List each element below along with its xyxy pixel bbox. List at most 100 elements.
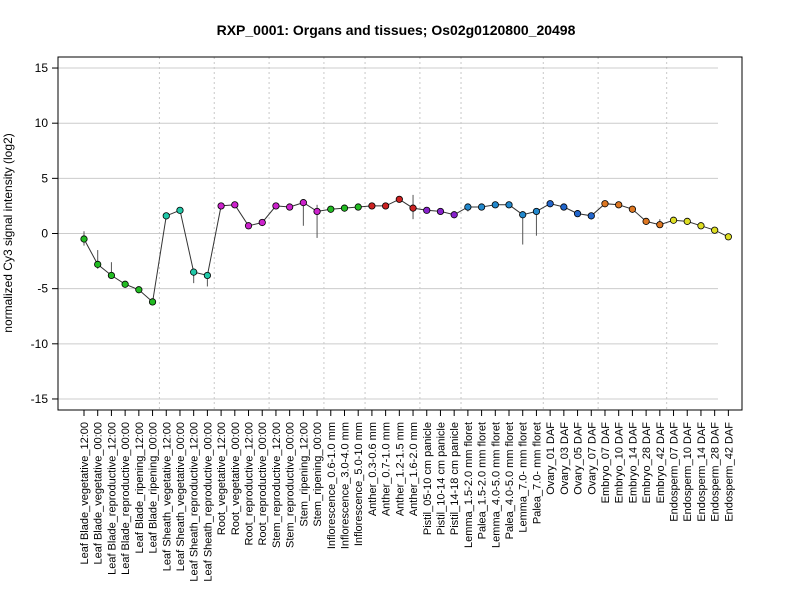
data-point bbox=[286, 203, 294, 211]
data-point bbox=[560, 203, 568, 211]
data-point bbox=[423, 206, 431, 214]
x-tick-label: Endosperm_10 DAF bbox=[682, 422, 694, 522]
x-tick-label: Pistil_14-18 cm panicle bbox=[449, 422, 461, 535]
data-point bbox=[203, 271, 211, 280]
x-tick-label: Leaf Blade_ripening_00:00 bbox=[148, 422, 160, 554]
x-tick-label: Embryo_10 DAF bbox=[614, 422, 626, 504]
data-point bbox=[573, 210, 582, 218]
data-point bbox=[135, 286, 143, 294]
data-point bbox=[656, 221, 664, 229]
data-point bbox=[642, 217, 650, 225]
data-point bbox=[450, 211, 458, 219]
data-point bbox=[272, 202, 280, 210]
data-point bbox=[546, 200, 554, 208]
plot-frame bbox=[57, 56, 743, 411]
x-tick-label: Embryo_14 DAF bbox=[627, 422, 639, 504]
data-point bbox=[477, 203, 486, 211]
data-point bbox=[491, 201, 499, 209]
x-tick-label: Leaf Blade_vegetative_00:00 bbox=[93, 422, 105, 565]
data-point bbox=[628, 205, 637, 213]
data-point bbox=[669, 216, 678, 224]
data-point bbox=[697, 222, 705, 230]
data-point bbox=[368, 202, 376, 210]
data-point bbox=[615, 201, 623, 209]
x-tick-label: Inflorescence_0.6-1.0 mm bbox=[326, 422, 338, 549]
data-point bbox=[94, 260, 102, 268]
data-point bbox=[340, 204, 349, 212]
x-tick-label: Inflorescence_5.0-10 mm bbox=[353, 422, 365, 546]
y-tick-label: 5 bbox=[41, 171, 48, 185]
data-point bbox=[464, 203, 472, 211]
series-layer bbox=[80, 194, 732, 306]
y-tick-label: -10 bbox=[31, 337, 49, 351]
x-tick-label: Stem_reproductive_00:00 bbox=[285, 422, 297, 548]
data-point bbox=[299, 199, 307, 207]
x-tick-label: Root_reproductive_00:00 bbox=[257, 422, 269, 546]
data-point bbox=[382, 202, 390, 210]
x-tick-label: Ovary_03 DAF bbox=[559, 422, 571, 495]
chart-title: RXP_0001: Organs and tissues; Os02g01208… bbox=[217, 22, 576, 38]
y-tick-label: -15 bbox=[31, 392, 49, 406]
x-tick-label: Anther_0.3-0.6 mm bbox=[367, 422, 379, 516]
x-tick-label: Ovary_01 DAF bbox=[545, 422, 557, 495]
data-point bbox=[231, 201, 239, 209]
data-point bbox=[532, 207, 541, 216]
data-point bbox=[683, 217, 691, 225]
data-point bbox=[395, 195, 403, 203]
x-tick-label: Endosperm_07 DAF bbox=[669, 422, 681, 522]
x-tick-label: Anther_1.6-2.0 mm bbox=[408, 422, 420, 516]
x-tick-label: Lemma_4.0-5.0 mm floret bbox=[490, 422, 502, 548]
x-tick-label: Embryo_07 DAF bbox=[600, 422, 612, 504]
data-point bbox=[505, 201, 513, 209]
data-point bbox=[80, 235, 88, 243]
x-tick-label: Pistil_10-14 cm panicle bbox=[436, 422, 448, 535]
x-tick-label: Pistil_05-10 cm panicle bbox=[422, 422, 434, 535]
data-point bbox=[217, 202, 225, 210]
x-tick-label: Leaf Sheath_reproductive_00:00 bbox=[202, 422, 214, 582]
data-point bbox=[354, 203, 362, 211]
grid-layer bbox=[58, 57, 718, 410]
x-tick-label: Leaf Sheath_vegetative_12:00 bbox=[161, 422, 173, 571]
y-axis-label: normalized Cy3 signal intensity (log2) bbox=[1, 133, 15, 332]
data-point bbox=[107, 271, 116, 280]
x-tick-label: Anther_1.2-1.5 mm bbox=[394, 422, 406, 516]
data-point bbox=[724, 233, 732, 241]
x-tick-label: Embryo_42 DAF bbox=[655, 422, 667, 504]
data-point bbox=[587, 212, 595, 220]
x-tick-label: Lemma_1.5-2.0 mm floret bbox=[463, 422, 475, 548]
y-tick-label: 15 bbox=[35, 61, 49, 75]
data-point bbox=[162, 212, 170, 220]
data-point bbox=[519, 211, 527, 219]
x-tick-label: Palea_1.5-2.0 mm floret bbox=[477, 422, 489, 539]
y-tick-label: -5 bbox=[37, 282, 48, 296]
x-tick-label: Leaf Blade_reproductive_00:00 bbox=[120, 422, 132, 575]
x-tick-label: Root_vegetative_00:00 bbox=[230, 422, 242, 535]
y-tick-label: 10 bbox=[35, 116, 49, 130]
data-point bbox=[327, 205, 335, 213]
x-tick-label: Stem_reproductive_12:00 bbox=[271, 422, 283, 548]
x-tick-label: Root_vegetative_12:00 bbox=[216, 422, 228, 535]
x-tick-label: Inflorescence_3.0-4.0 mm bbox=[340, 422, 352, 549]
data-point bbox=[711, 226, 719, 234]
data-point bbox=[258, 218, 266, 227]
x-tick-label: Palea_7.0- mm floret bbox=[531, 422, 543, 524]
x-tick-label: Stem_ripening_12:00 bbox=[298, 422, 310, 527]
x-tick-label: Endosperm_14 DAF bbox=[696, 422, 708, 522]
x-tick-label: Root_reproductive_12:00 bbox=[244, 422, 256, 546]
x-tick-label: Anther_0.7-1.0 mm bbox=[381, 422, 393, 516]
series-line bbox=[83, 198, 729, 303]
data-point bbox=[313, 207, 321, 216]
x-tick-label: Leaf Sheath_vegetative_00:00 bbox=[175, 422, 187, 571]
y-tick-label: 0 bbox=[41, 227, 48, 241]
x-tick-label: Ovary_05 DAF bbox=[573, 422, 585, 495]
x-tick-label: Endosperm_42 DAF bbox=[723, 422, 735, 522]
data-point bbox=[190, 268, 198, 276]
data-point bbox=[244, 222, 253, 230]
data-point bbox=[436, 207, 445, 216]
data-point bbox=[148, 298, 157, 306]
x-tick-label: Lemma_7.0- mm floret bbox=[518, 422, 530, 533]
data-point bbox=[601, 200, 609, 208]
axis-layer: -15 -10 -5 0 5 10 15 Leaf Blade_vegetative_12:0… bbox=[31, 61, 736, 582]
x-tick-label: Leaf Blade_ripening_12:00 bbox=[134, 422, 146, 554]
